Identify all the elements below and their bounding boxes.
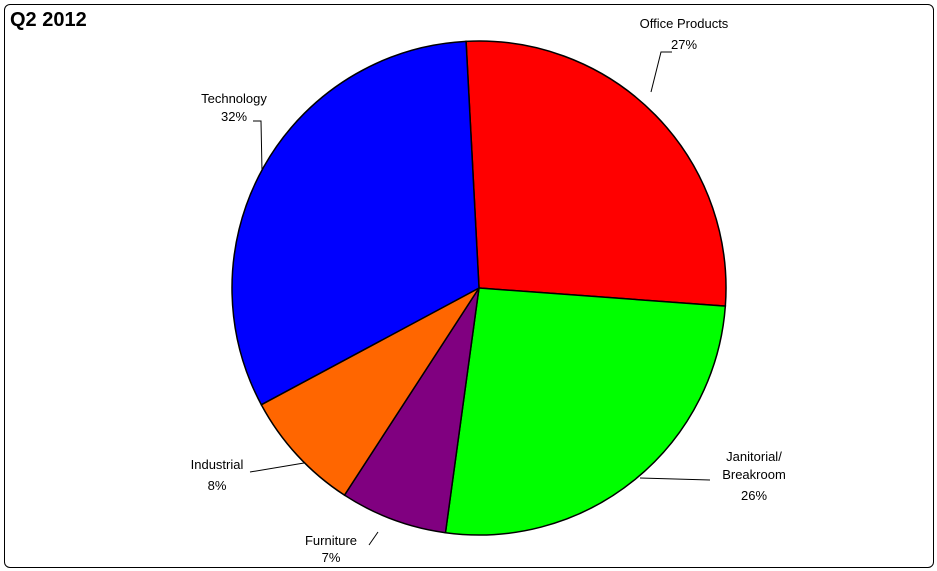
slice-percent-industrial: 8% bbox=[208, 478, 227, 493]
slice-label-office-products: Office Products bbox=[640, 16, 729, 31]
slice-label-janitorial-breakroom: Breakroom bbox=[722, 467, 786, 482]
pie-slice-office-products bbox=[465, 40, 727, 307]
slice-percent-janitorial-breakroom: 26% bbox=[741, 488, 767, 503]
leader-line-furniture bbox=[368, 531, 379, 546]
pie-slice-technology bbox=[231, 40, 480, 406]
slice-label-technology: Technology bbox=[201, 91, 267, 106]
slice-label-janitorial-breakroom: Janitorial/ bbox=[726, 449, 782, 464]
slice-label-industrial: Industrial bbox=[191, 457, 244, 472]
leader-line-janitorial-breakroom bbox=[639, 477, 711, 481]
leader-line-office-products bbox=[650, 51, 672, 93]
slice-percent-furniture: 7% bbox=[322, 550, 341, 565]
slice-label-furniture: Furniture bbox=[305, 533, 357, 548]
leader-line-industrial bbox=[249, 462, 305, 473]
pie-slice-industrial bbox=[260, 287, 480, 497]
pie-slice-janitorial-breakroom bbox=[444, 287, 727, 536]
chart-title: Q2 2012 bbox=[10, 9, 87, 31]
leader-line-technology bbox=[253, 120, 263, 172]
slice-percent-office-products: 27% bbox=[671, 37, 697, 52]
slice-percent-technology: 32% bbox=[221, 109, 247, 124]
pie-slice-furniture bbox=[343, 287, 480, 534]
